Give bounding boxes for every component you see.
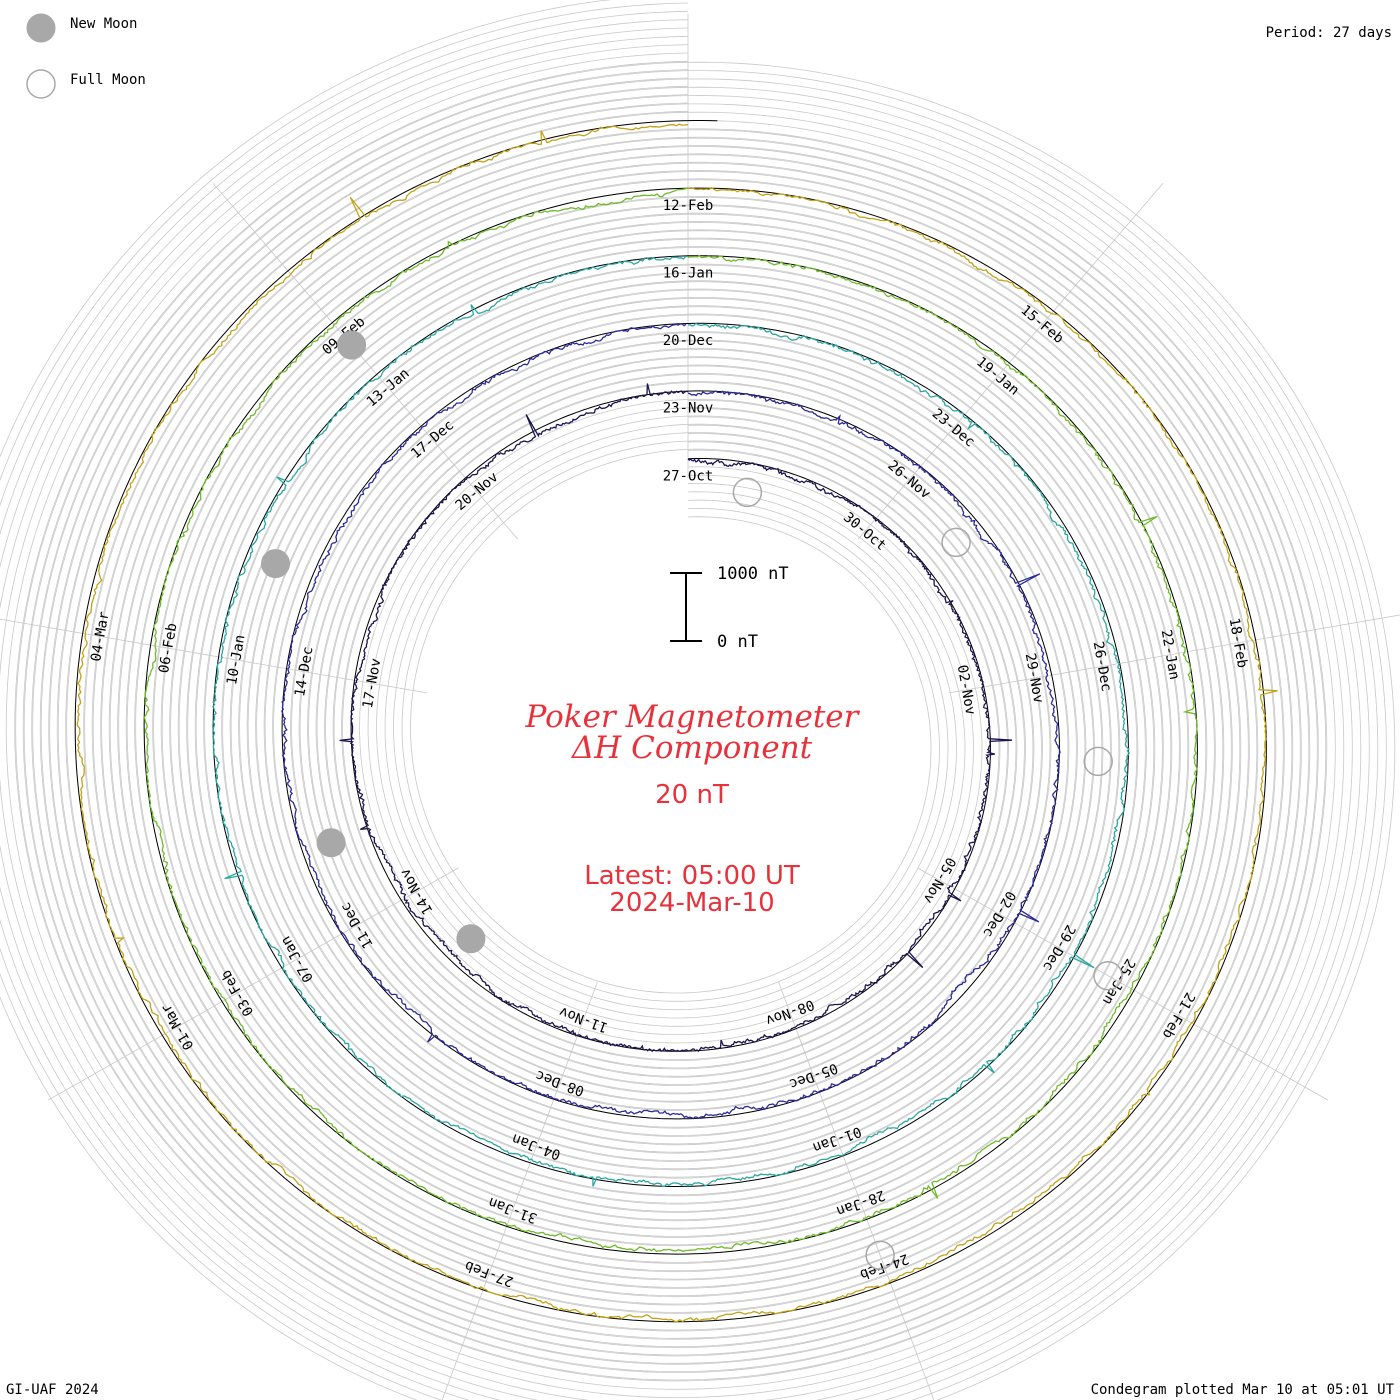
scale-bar: 1000 nT 0 nT (670, 564, 789, 652)
date-label: 20-Dec (663, 333, 714, 349)
chart-title-line1: Poker Magnetometer (525, 699, 861, 735)
spoke-layer (0, 13, 1400, 1400)
day-spoke (917, 867, 1329, 1101)
new-moon-legend-icon (26, 13, 56, 43)
day-spoke (47, 867, 459, 1101)
day-spoke (858, 182, 1164, 540)
latest-time: Latest: 05:00 UT (584, 861, 800, 891)
date-label: 15-Feb (1017, 302, 1066, 347)
period-label: Period: 27 days (1266, 25, 1392, 41)
full-moon-marker (865, 1240, 895, 1270)
full-moon-marker (1093, 960, 1123, 991)
date-label: 14-Nov (397, 865, 436, 917)
date-label: 05-Nov (920, 854, 959, 906)
date-label: 11-Dec (338, 899, 377, 951)
date-label: 17-Nov (360, 657, 385, 710)
date-label: 20-Nov (452, 469, 501, 514)
full-moon-marker (1083, 746, 1113, 777)
plotted-label: Condegram plotted Mar 10 at 05:01 UT (1091, 1382, 1395, 1398)
date-label: 19-Jan (973, 354, 1022, 399)
scale-bottom-label: 0 nT (717, 632, 758, 652)
date-label: 17-Dec (408, 417, 457, 462)
rotation-5-trace (76, 123, 1278, 1323)
moon-layer (261, 330, 1123, 1270)
legend: New Moon Full Moon (26, 13, 146, 99)
day-spoke (0, 618, 428, 694)
full-moon-marker (941, 527, 971, 558)
day-spoke (948, 614, 1400, 694)
date-label: 12-Feb (663, 198, 714, 214)
rotation-3-trace (212, 255, 1131, 1188)
scale-top-label: 1000 nT (717, 564, 789, 584)
chart-title-line2: ΔH Component (571, 730, 813, 766)
rotation-4-trace (143, 187, 1198, 1253)
date-label: 23-Nov (663, 401, 714, 417)
rotation-2-trace (281, 323, 1061, 1120)
new-moon-marker (337, 330, 367, 360)
units-label: 20 nT (655, 780, 729, 810)
latest-date: 2024-Mar-10 (609, 888, 774, 918)
date-label: 13-Jan (364, 366, 413, 411)
date-label: 16-Jan (663, 266, 714, 282)
rotation-1-trace (339, 383, 1013, 1053)
day-spoke (212, 182, 518, 540)
new-moon-marker (316, 828, 346, 858)
date-label: 02-Nov (954, 664, 979, 717)
date-label: 23-Dec (929, 406, 978, 451)
credit-label: GI-UAF 2024 (6, 1382, 99, 1398)
date-label: 07-Jan (278, 933, 317, 985)
new-moon-marker (261, 549, 290, 579)
new-moon-legend-label: New Moon (70, 16, 137, 32)
date-label: 30-Oct (840, 509, 889, 554)
day-spoke (778, 981, 935, 1400)
day-spoke (441, 981, 598, 1400)
full-moon-legend-label: Full Moon (70, 72, 146, 88)
trace-layer (76, 123, 1278, 1323)
date-label: 27-Oct (663, 468, 714, 484)
date-label: 26-Nov (884, 458, 933, 503)
new-moon-marker (456, 924, 486, 954)
full-moon-legend-icon (26, 69, 56, 99)
full-moon-marker (732, 477, 763, 508)
